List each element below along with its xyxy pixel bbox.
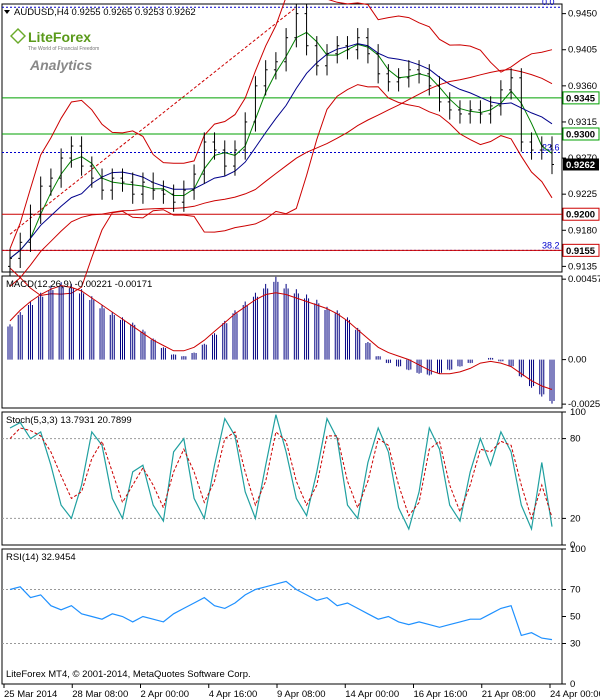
logo-tagline: The World of Financial Freedom bbox=[28, 46, 99, 52]
stoch-title: Stoch(5,3,3) 13.7931 20.7899 bbox=[6, 415, 132, 426]
logo-background bbox=[6, 22, 108, 76]
time-axis: 25 Mar 2014 28 Mar 08:00 2 Apr 00:00 4 Apr … bbox=[3, 684, 600, 700]
level-badge bbox=[562, 91, 600, 105]
logo-diamond-inner bbox=[12, 30, 24, 42]
level-badge-label: 0.9345 bbox=[566, 93, 596, 104]
panel-frame-macd bbox=[1, 275, 563, 409]
logo-brand: LiteForex bbox=[28, 29, 91, 45]
rsi-tick-label: 100 bbox=[570, 544, 586, 555]
fib-level-label: 38.2 bbox=[542, 240, 560, 250]
bollinger-lower bbox=[9, 84, 553, 297]
time-tick-label: 25 Mar 2014 bbox=[4, 689, 57, 700]
stoch-tick-label: 20 bbox=[570, 513, 581, 524]
price-tick-label: 0.9225 bbox=[568, 189, 597, 200]
stochastic-panel[interactable]: 100 80 20 0 Stoch(5,3,3) 13.7931 20.7899 bbox=[2, 407, 586, 551]
time-tick-label: 24 Apr 00:00 bbox=[550, 689, 600, 700]
rsi-title: RSI(14) 32.9454 bbox=[6, 552, 76, 563]
macd-tick-label: 0.00457 bbox=[568, 274, 600, 285]
rsi-tick-label: 0 bbox=[570, 679, 575, 690]
price-tick-label: 0.9360 bbox=[568, 81, 597, 92]
level-badge-label: 0.9200 bbox=[566, 210, 595, 221]
chart-dropdown-icon bbox=[4, 10, 10, 14]
rsi-panel[interactable]: 100 70 50 30 0 RSI(14) 32.9454 bbox=[2, 544, 586, 690]
price-tick-label: 0.9315 bbox=[568, 117, 597, 128]
panel-frame-rsi bbox=[1, 548, 563, 685]
time-tick-label: 28 Mar 08:00 bbox=[72, 689, 128, 700]
price-tick-label: 0.9450 bbox=[568, 9, 597, 20]
current-price-label: 0.9262 bbox=[566, 160, 595, 171]
macd-signal-line bbox=[9, 285, 553, 390]
macd-panel[interactable]: 0.00457 0.00 -0.00253 MACD(12,26,9) -0.0022… bbox=[6, 274, 600, 410]
rsi-line bbox=[9, 580, 553, 641]
ma-green bbox=[9, 31, 553, 259]
stoch-tick-label: 0 bbox=[570, 540, 575, 551]
rsi-tick-label: 50 bbox=[570, 612, 581, 623]
rsi-tick-label: 70 bbox=[570, 585, 581, 596]
price-tick-label: 0.9135 bbox=[568, 261, 597, 272]
macd-title: MACD(12,26,9) -0.00221 -0.00171 bbox=[6, 279, 152, 290]
time-tick-label: 9 Apr 08:00 bbox=[277, 689, 326, 700]
fib-level-label: 0.0 bbox=[542, 0, 555, 7]
macd-tick-label: -0.00253 bbox=[568, 399, 600, 410]
ma-red bbox=[9, 68, 553, 287]
fib-level-label: 23.6 bbox=[542, 142, 560, 152]
time-tick-label: 2 Apr 00:00 bbox=[141, 689, 190, 700]
chart-header-title: AUDUSD,H4 0.9255 0.9265 0.9253 0.9262 bbox=[14, 7, 196, 18]
stoch-signal-line bbox=[9, 427, 553, 521]
price-tick-label: 0.9180 bbox=[568, 225, 597, 236]
logo-sub: Analytics bbox=[29, 57, 92, 73]
price-panel[interactable]: 0.94500.94050.93600.93150.92700.92250.91… bbox=[2, 0, 600, 297]
price-tick-label: 0.9405 bbox=[568, 45, 597, 56]
time-tick-label: 14 Apr 00:00 bbox=[345, 689, 399, 700]
level-badge bbox=[562, 243, 600, 257]
rsi-tick-label: 30 bbox=[570, 639, 581, 650]
macd-tick-label: 0.00 bbox=[568, 355, 587, 366]
time-tick-label: 4 Apr 16:00 bbox=[209, 689, 258, 700]
current-price-badge bbox=[563, 158, 599, 171]
level-badge-label: 0.9155 bbox=[566, 246, 596, 257]
copyright-text: LiteForex MT4, © 2001-2014, MetaQuotes S… bbox=[6, 669, 251, 680]
trend-line bbox=[9, 6, 297, 235]
stoch-tick-label: 80 bbox=[570, 434, 581, 445]
stoch-tick-label: 100 bbox=[570, 407, 586, 418]
level-badge bbox=[562, 207, 600, 221]
level-badge bbox=[562, 127, 600, 141]
time-tick-label: 16 Apr 16:00 bbox=[414, 689, 468, 700]
time-tick-label: 21 Apr 08:00 bbox=[482, 689, 536, 700]
stoch-main-line bbox=[9, 414, 553, 532]
bollinger-upper bbox=[9, 0, 553, 249]
level-badge-label: 0.9300 bbox=[566, 129, 595, 140]
